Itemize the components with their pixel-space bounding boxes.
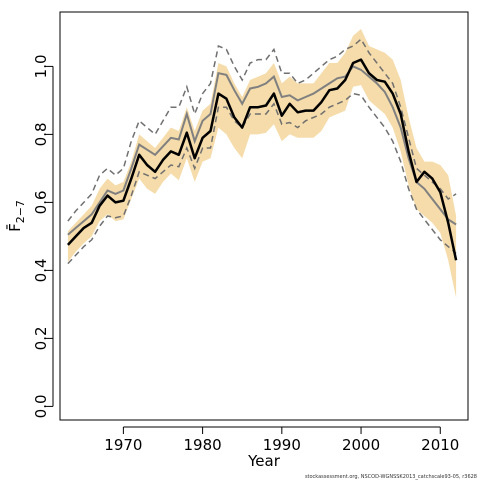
y-tick-label: 0.4 xyxy=(32,258,50,282)
x-tick-label: 1970 xyxy=(104,436,142,454)
x-axis-title: Year xyxy=(247,452,281,470)
footer-note: stockassessment.org, NSCOD-WGNSSK2013_ca… xyxy=(305,474,477,480)
series-grey-line xyxy=(67,65,457,236)
x-tick-label: 1980 xyxy=(184,436,222,454)
confidence-band xyxy=(67,29,457,298)
y-tick-label: 1.0 xyxy=(32,54,50,78)
plot-frame xyxy=(59,11,469,421)
y-axis-title-group: F̄2−7 xyxy=(5,200,27,232)
plot-area xyxy=(66,29,458,298)
y-tick-label: 0.6 xyxy=(32,190,50,214)
y-axis-title: F̄2−7 xyxy=(5,200,27,232)
series-dashed-lower xyxy=(67,92,457,265)
series-estimate-line xyxy=(66,58,458,261)
y-tick-label: 0.0 xyxy=(32,394,50,418)
y-axis-title-subscript: 2−7 xyxy=(14,200,27,223)
x-tick-label: 1990 xyxy=(263,436,301,454)
y-tick-label: 0.2 xyxy=(32,326,50,350)
x-tick-label: 2010 xyxy=(421,436,459,454)
x-tick-label: 2000 xyxy=(342,436,380,454)
y-axis-title-main: F̄ xyxy=(5,223,24,232)
axes: 1970 1980 1990 2000 2010 0.0 0.2 0.4 0.6 0.8 1.0 xyxy=(32,54,459,454)
y-tick-label: 0.8 xyxy=(32,122,50,146)
